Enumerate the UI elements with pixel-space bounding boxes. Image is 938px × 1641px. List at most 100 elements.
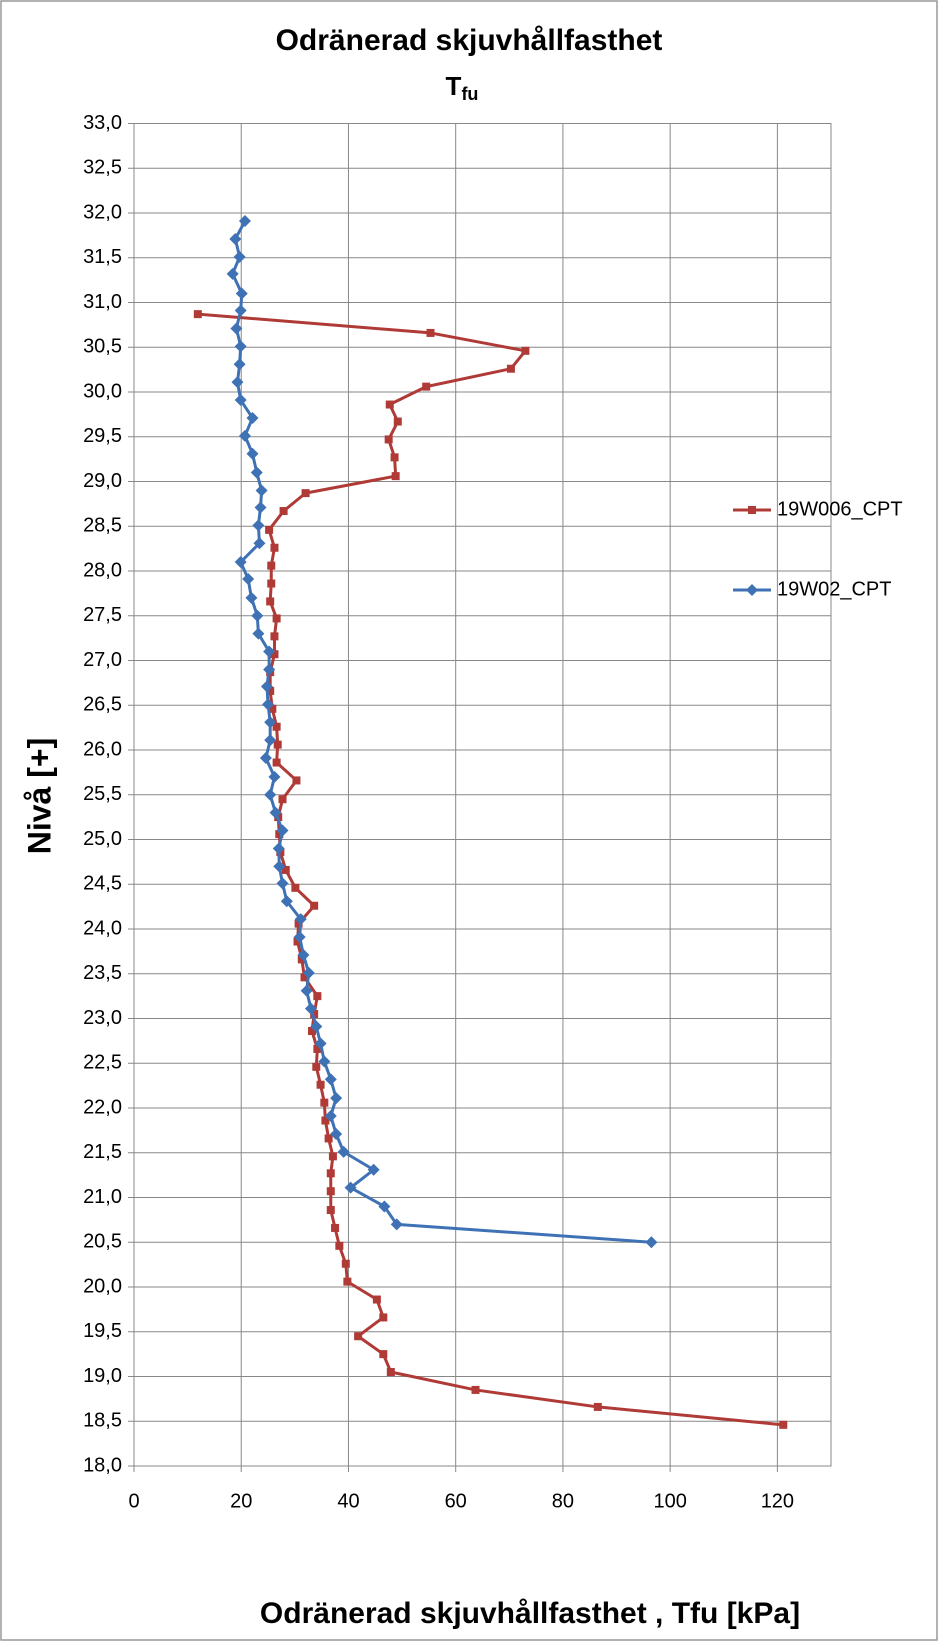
data-point bbox=[252, 627, 265, 640]
y-tick-label: 20,5 bbox=[83, 1231, 122, 1253]
data-point bbox=[341, 1259, 350, 1268]
data-point bbox=[280, 895, 293, 908]
data-point bbox=[324, 1073, 337, 1086]
data-point bbox=[266, 597, 275, 606]
y-tick-label: 25,0 bbox=[83, 828, 122, 850]
data-point bbox=[330, 1127, 343, 1140]
data-point bbox=[343, 1277, 352, 1286]
data-point bbox=[276, 877, 289, 890]
y-tick-label: 19,5 bbox=[83, 1320, 122, 1342]
data-point bbox=[270, 543, 279, 552]
y-tick-label: 24,5 bbox=[83, 873, 122, 895]
data-point bbox=[300, 973, 309, 982]
data-point bbox=[316, 1080, 325, 1089]
data-point bbox=[331, 1223, 340, 1232]
data-point bbox=[310, 1010, 319, 1019]
data-point bbox=[242, 573, 255, 586]
y-tick-label: 26,0 bbox=[83, 738, 122, 760]
data-point bbox=[273, 740, 282, 749]
data-point bbox=[324, 1110, 337, 1123]
data-point bbox=[320, 1098, 329, 1107]
data-point bbox=[260, 680, 273, 693]
data-point bbox=[313, 992, 322, 1001]
data-point bbox=[263, 645, 276, 658]
y-tick-label: 23,0 bbox=[83, 1007, 122, 1029]
data-point bbox=[268, 704, 277, 713]
y-tick-label: 28,0 bbox=[83, 559, 122, 581]
data-point bbox=[235, 287, 248, 300]
y-tick-label: 18,5 bbox=[83, 1410, 122, 1432]
y-tick-label: 21,0 bbox=[83, 1186, 122, 1208]
data-point bbox=[422, 382, 431, 391]
x-tick-label: 0 bbox=[128, 1490, 139, 1512]
data-point bbox=[326, 1187, 335, 1196]
data-point bbox=[265, 525, 274, 534]
data-point bbox=[269, 806, 282, 819]
data-point bbox=[326, 1169, 335, 1178]
y-tick-label: 29,5 bbox=[83, 425, 122, 447]
data-point bbox=[354, 1332, 363, 1341]
x-axis-label: Odränerad skjuvhållfasthet , Tfu [kPa] bbox=[260, 1597, 800, 1630]
data-point bbox=[250, 466, 263, 479]
data-point bbox=[318, 1055, 331, 1068]
data-point bbox=[273, 860, 286, 873]
data-point bbox=[278, 795, 287, 804]
data-point bbox=[245, 591, 258, 604]
y-tick-label: 19,0 bbox=[83, 1365, 122, 1387]
y-tick-label: 25,5 bbox=[83, 783, 122, 805]
x-tick-label: 120 bbox=[761, 1490, 794, 1512]
data-point bbox=[246, 411, 259, 424]
data-point bbox=[367, 1163, 380, 1176]
data-point bbox=[279, 507, 288, 516]
x-tick-label: 80 bbox=[552, 1490, 574, 1512]
data-point bbox=[292, 776, 301, 785]
data-point bbox=[593, 1402, 602, 1411]
y-tick-label: 23,5 bbox=[83, 962, 122, 984]
data-point bbox=[275, 830, 284, 839]
y-tick-label: 22,0 bbox=[83, 1096, 122, 1118]
subtitle-main: T bbox=[446, 71, 462, 101]
data-point bbox=[386, 1368, 395, 1377]
data-point bbox=[379, 1313, 388, 1322]
y-tick-label: 32,0 bbox=[83, 201, 122, 223]
data-point bbox=[393, 417, 402, 426]
data-point bbox=[193, 310, 202, 319]
data-point bbox=[294, 913, 307, 926]
data-point bbox=[252, 519, 265, 532]
subtitle-subscript: fu bbox=[461, 84, 478, 104]
data-point bbox=[234, 340, 247, 353]
data-point bbox=[330, 1092, 343, 1105]
data-point bbox=[270, 650, 279, 659]
data-point bbox=[255, 484, 268, 497]
data-point bbox=[229, 232, 242, 245]
y-tick-label: 31,5 bbox=[83, 246, 122, 268]
data-point bbox=[267, 561, 276, 570]
data-point bbox=[266, 686, 275, 695]
data-point bbox=[272, 758, 281, 767]
data-point bbox=[234, 556, 247, 569]
data-point bbox=[264, 788, 277, 801]
data-point bbox=[506, 364, 515, 373]
data-point bbox=[326, 1206, 335, 1215]
data-point bbox=[308, 1027, 317, 1036]
data-point bbox=[291, 883, 300, 892]
data-point bbox=[262, 698, 275, 711]
y-tick-label: 30,5 bbox=[83, 336, 122, 358]
data-point bbox=[301, 489, 310, 498]
data-point bbox=[379, 1350, 388, 1359]
data-point bbox=[310, 901, 319, 910]
data-point bbox=[263, 663, 276, 676]
data-point bbox=[226, 267, 239, 280]
legend-label: 19W02_CPT bbox=[777, 578, 892, 600]
data-point bbox=[521, 346, 530, 355]
data-point bbox=[335, 1241, 344, 1250]
data-point bbox=[304, 1002, 317, 1015]
data-point bbox=[328, 1152, 337, 1161]
x-tick-label: 20 bbox=[230, 1490, 252, 1512]
data-point bbox=[233, 250, 246, 263]
data-point bbox=[231, 376, 244, 389]
data-point bbox=[272, 614, 281, 623]
y-tick-label: 18,0 bbox=[83, 1454, 122, 1476]
data-point bbox=[344, 1181, 357, 1194]
chart-subtitle: Tfu bbox=[446, 71, 479, 104]
